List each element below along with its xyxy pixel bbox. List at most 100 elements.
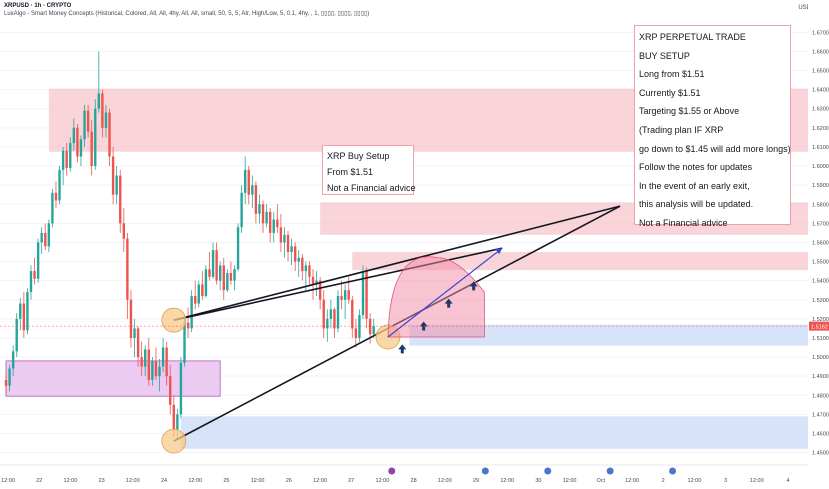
indicator-label[interactable]: LuxAlgo - Smart Money Concepts (Historic… bbox=[4, 11, 370, 17]
candle-body bbox=[22, 303, 26, 331]
buy-setup-note[interactable]: XRP Buy Setup From $1.51 Not a Financial… bbox=[322, 145, 416, 195]
time-tick-label: 26 bbox=[286, 478, 292, 484]
trend-line[interactable] bbox=[173, 205, 621, 321]
up-arrow-icon bbox=[444, 298, 453, 308]
candle-body bbox=[293, 246, 297, 262]
candle-body bbox=[15, 318, 18, 352]
candle-body bbox=[361, 271, 365, 316]
price-tick-label: 1.5700 bbox=[812, 221, 829, 227]
up-arrow-icon bbox=[398, 344, 407, 354]
event-marker-icon[interactable] bbox=[481, 467, 489, 475]
candle-body bbox=[104, 112, 108, 128]
candle-body bbox=[29, 271, 33, 293]
event-marker-icon[interactable] bbox=[669, 467, 677, 475]
candle-body bbox=[354, 328, 358, 338]
candle-body bbox=[311, 276, 315, 285]
trade-note-line: Not a Financial advice bbox=[639, 217, 728, 228]
price-tick-label: 1.5200 bbox=[812, 317, 829, 323]
candle-body bbox=[201, 284, 204, 296]
candle-body bbox=[54, 192, 58, 201]
time-tick-label: 27 bbox=[348, 478, 354, 484]
candle-body bbox=[322, 299, 325, 329]
time-tick-label: 12:00 bbox=[1, 478, 15, 484]
candle-body bbox=[240, 192, 243, 228]
candle-body bbox=[79, 139, 83, 157]
time-tick-label: 12:00 bbox=[563, 478, 577, 484]
price-tick-label: 1.6100 bbox=[812, 145, 829, 151]
price-tick-label: 1.4600 bbox=[812, 431, 829, 437]
time-tick-label: 22 bbox=[36, 478, 42, 484]
candle-body bbox=[204, 269, 208, 296]
order_block-zone bbox=[5, 360, 221, 397]
trade-note-line: Targeting $1.55 or Above bbox=[639, 106, 740, 117]
candle-body bbox=[94, 108, 97, 167]
time-tick-label: 28 bbox=[411, 478, 417, 484]
candle-body bbox=[233, 269, 236, 281]
price-tick-label: 1.6400 bbox=[812, 88, 829, 94]
time-tick-label: 12:00 bbox=[688, 478, 702, 484]
price-tick-label: 1.5900 bbox=[812, 183, 829, 189]
price-tick-label: 1.5500 bbox=[812, 260, 829, 266]
candle-body bbox=[69, 143, 72, 168]
candle-body bbox=[129, 299, 133, 338]
candle-body bbox=[101, 93, 104, 128]
candle-body bbox=[151, 360, 154, 380]
projection-arrow bbox=[387, 247, 503, 338]
symbol-label[interactable]: XRPUSD · 1h · CRYPTO bbox=[4, 3, 72, 9]
candle-body bbox=[276, 219, 279, 228]
candle-body bbox=[261, 204, 265, 224]
candle-body bbox=[165, 347, 168, 377]
overlay-layer bbox=[0, 205, 808, 454]
price-axis[interactable]: 1.4500 1.4600 1.4700 1.4800 1.4900 1.5000 1.51… bbox=[808, 0, 829, 489]
candle-body bbox=[11, 351, 15, 369]
candle-body bbox=[108, 112, 111, 157]
buy-note-line: Not a Financial advice bbox=[327, 183, 416, 193]
candle-body bbox=[329, 309, 333, 319]
event-marker-icon[interactable] bbox=[606, 467, 614, 475]
time-axis[interactable]: 12:00 22 12:00 23 12:00 24 12:00 25 12:00 26 12:00… bbox=[0, 464, 808, 484]
trade-note-line: In the event of an early exit, bbox=[639, 180, 750, 191]
candle-body bbox=[40, 232, 43, 243]
candle-body bbox=[115, 175, 118, 195]
time-tick-label: 12:00 bbox=[500, 478, 514, 484]
candle-body bbox=[190, 295, 193, 329]
candle-body bbox=[194, 295, 197, 304]
price-tick-label: 1.6000 bbox=[812, 164, 829, 170]
candle-body bbox=[358, 315, 361, 338]
event-marker-icon[interactable] bbox=[544, 467, 552, 475]
event-marker-icon[interactable] bbox=[388, 467, 396, 475]
time-tick-label: 12:00 bbox=[750, 478, 764, 484]
trade-note-line: Currently $1.51 bbox=[639, 87, 701, 98]
candle-body bbox=[126, 238, 129, 300]
time-tick-label: 12:00 bbox=[64, 478, 78, 484]
candle-body bbox=[254, 185, 258, 214]
candle-body bbox=[65, 150, 68, 168]
candle-body bbox=[333, 309, 336, 329]
candle-body bbox=[58, 169, 61, 201]
time-tick-label: Oct bbox=[597, 478, 606, 484]
price-tick-label: 1.4500 bbox=[812, 451, 829, 457]
candle-body bbox=[351, 299, 354, 329]
candle-body bbox=[26, 292, 29, 331]
candle-body bbox=[301, 257, 304, 272]
candle-body bbox=[222, 265, 225, 291]
time-tick-label: 12:00 bbox=[313, 478, 327, 484]
candle-body bbox=[197, 284, 200, 304]
candle-body bbox=[144, 349, 147, 367]
trade-plan-note[interactable]: XRP PERPETUAL TRADE BUY SETUP Long from … bbox=[634, 25, 791, 228]
candle-body bbox=[8, 368, 11, 386]
candle-body bbox=[318, 280, 322, 300]
candle-body bbox=[176, 414, 179, 430]
demand-zone bbox=[180, 416, 808, 449]
pivot-circle bbox=[161, 307, 187, 333]
candle-body bbox=[347, 290, 350, 300]
trade-note-line: BUY SETUP bbox=[639, 50, 690, 61]
candle-body bbox=[172, 404, 175, 430]
candle-body bbox=[336, 295, 340, 329]
candle-body bbox=[111, 156, 115, 195]
candle-body bbox=[122, 223, 126, 239]
candle-body bbox=[290, 246, 293, 253]
current-price-tag[interactable] bbox=[809, 321, 829, 331]
candle-body bbox=[147, 349, 150, 380]
